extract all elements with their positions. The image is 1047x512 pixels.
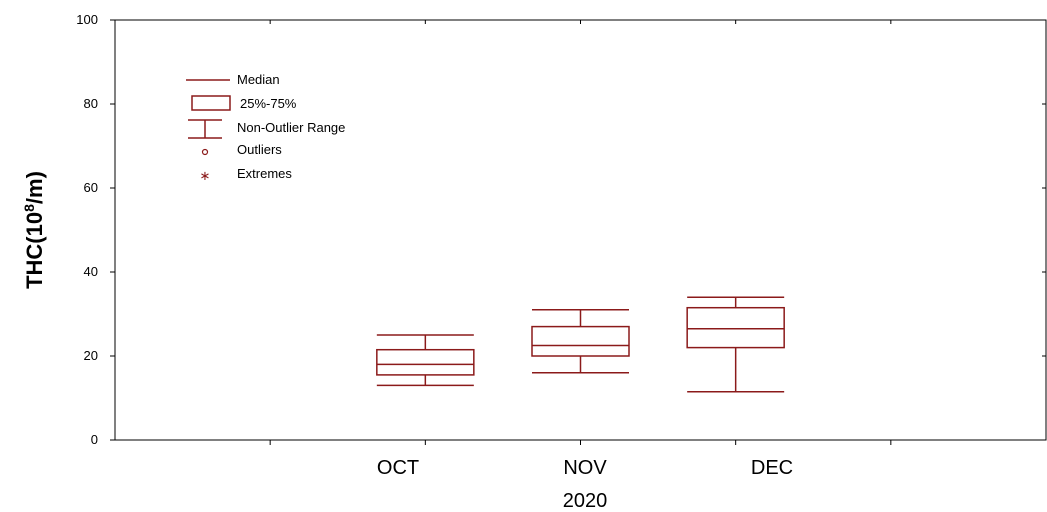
extreme-marker-icon: ∗ <box>200 168 211 183</box>
outlier-marker-icon <box>201 148 209 156</box>
iqr-box <box>686 306 785 349</box>
x-category-label: NOV <box>563 457 607 479</box>
box-dec <box>686 296 785 393</box>
box-oct <box>376 334 475 387</box>
y-tick-label: 100 <box>76 12 98 27</box>
x-axis-title: 2020 <box>563 490 608 512</box>
legend-whisker-icon <box>188 119 222 139</box>
iqr-box <box>531 325 630 357</box>
x-category-label: DEC <box>751 457 793 479</box>
y-tick-label: 40 <box>84 264 98 279</box>
legend-outliers-label: Outliers <box>237 142 282 157</box>
y-tick-label: 60 <box>84 180 98 195</box>
x-category-label: OCT <box>377 457 419 479</box>
legend-range-label: Non-Outlier Range <box>237 120 345 135</box>
y-tick-label: 20 <box>84 348 98 363</box>
y-axis-title: THC(108/m) <box>21 171 47 289</box>
box-marks <box>376 296 785 393</box>
legend-iqr-box <box>191 95 231 111</box>
legend-iqr-label: 25%-75% <box>240 96 297 111</box>
iqr-box <box>376 348 475 376</box>
box-nov <box>531 309 630 374</box>
legend: Median 25%-75% Non-Outlier Range Outlier… <box>186 72 345 183</box>
legend-median-label: Median <box>237 72 280 87</box>
legend-extremes-label: Extremes <box>237 166 292 181</box>
y-tick-label: 0 <box>91 432 98 447</box>
y-tick-label: 80 <box>84 96 98 111</box>
